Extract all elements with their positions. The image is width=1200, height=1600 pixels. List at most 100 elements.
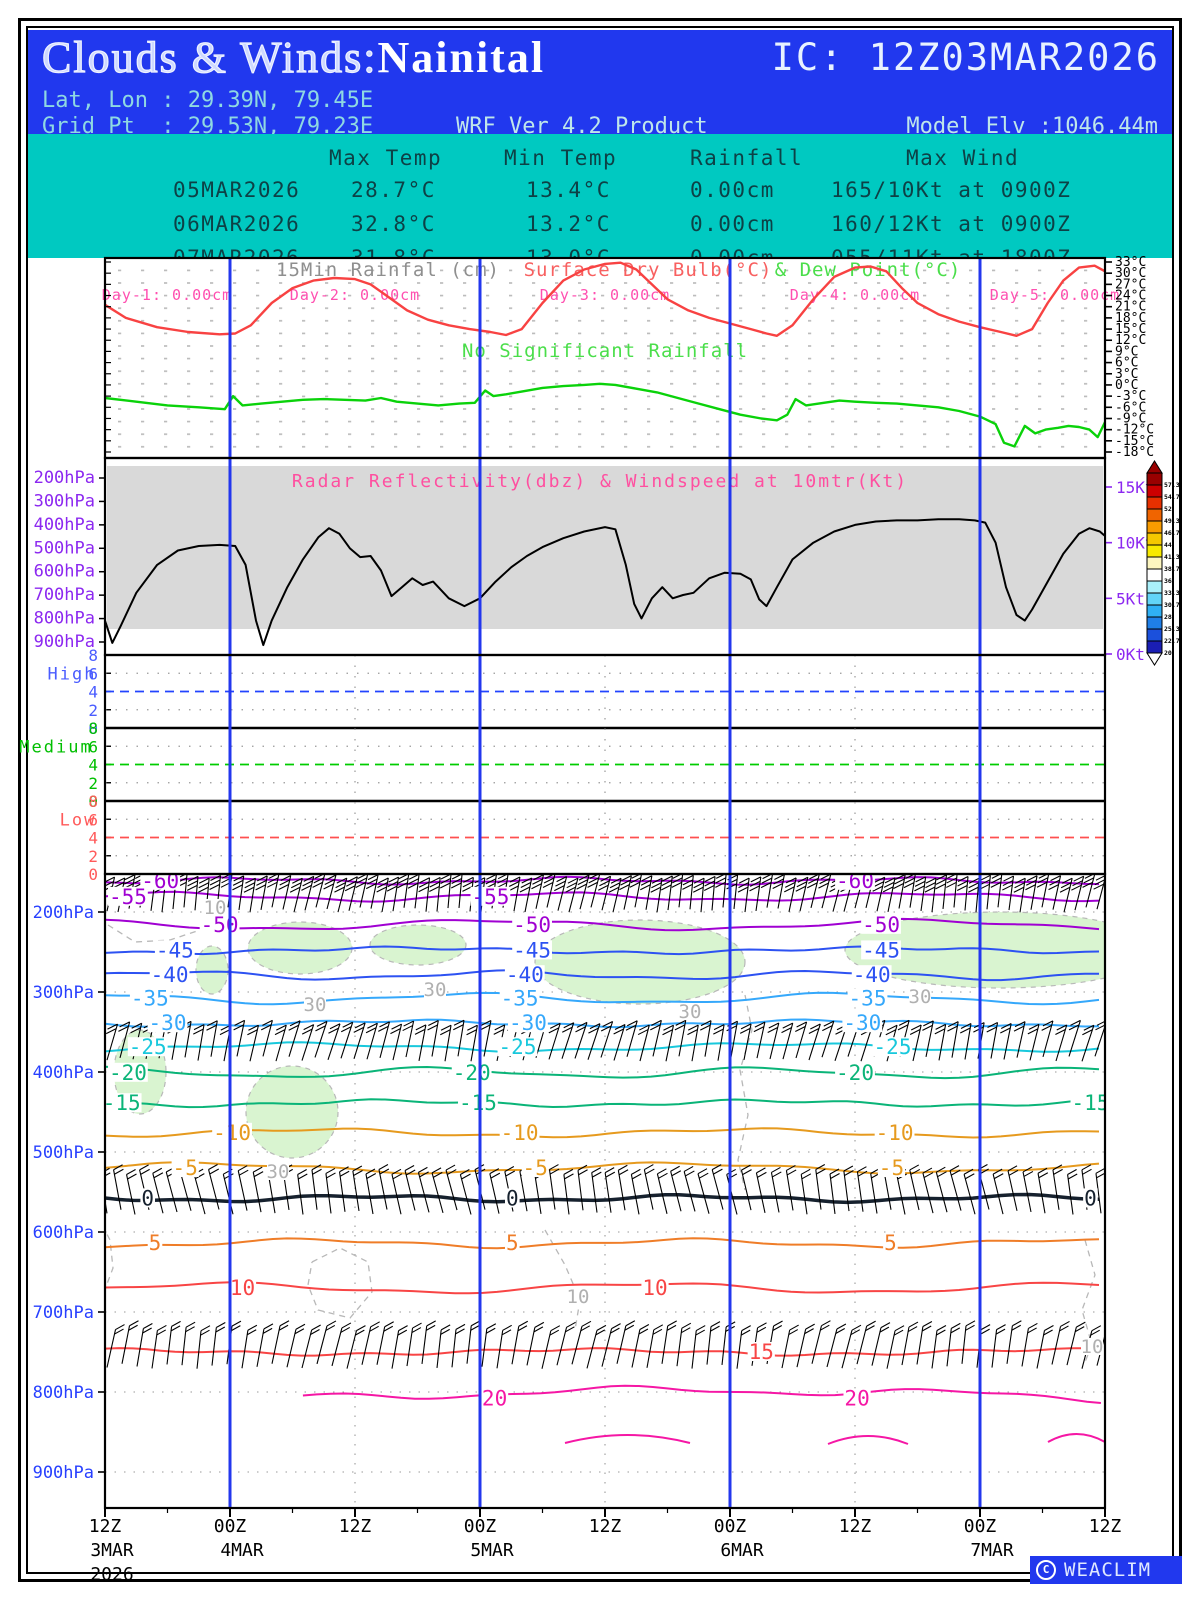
wind-barb [348, 876, 358, 911]
wind-barb-feather [562, 1026, 573, 1033]
wind-barb-feather [704, 875, 716, 882]
colorbar-label: 20 [1164, 649, 1172, 657]
wind-barb-feather [208, 1164, 218, 1170]
wind-barb-feather [578, 874, 590, 881]
cloud-tick-label: 6 [88, 664, 98, 683]
contour-label-bg [480, 1388, 509, 1408]
wind-barb-feather [713, 1028, 724, 1035]
contour-label-bg [140, 1188, 156, 1208]
contour-label: 0 [1084, 1186, 1097, 1210]
wind-barb-feather [555, 880, 566, 887]
wind-barb-feather [418, 886, 429, 893]
wind-barb-feather [490, 1172, 501, 1179]
wind-barb [126, 1174, 136, 1215]
wind-barb [1037, 1173, 1046, 1214]
wind-barb-feather [680, 1327, 691, 1334]
wind-barb-feather [378, 1025, 389, 1032]
wind-barb [691, 1330, 697, 1369]
wind-barb-feather [407, 882, 419, 889]
contour-label-bg [508, 1013, 548, 1033]
pressure-label: 300hPa [33, 983, 94, 1003]
wind-barb [241, 1330, 249, 1369]
wind-barb-feather [820, 1324, 830, 1331]
year-label: 2026 [90, 1564, 133, 1585]
wind-barb-feather [1082, 881, 1093, 888]
wind-barb [1068, 1020, 1081, 1057]
wind-barb-feather [302, 880, 313, 887]
wind-barb-feather [428, 1020, 439, 1027]
wind-barb-feather [935, 1023, 946, 1030]
wind-barb [901, 1326, 910, 1366]
wind-barb-feather [965, 1173, 975, 1180]
wind-barb [431, 1020, 439, 1057]
wind-barb [327, 1023, 341, 1060]
wind-barb [643, 1169, 654, 1210]
contour-label: 20 [482, 1386, 507, 1410]
wind-barb [1006, 1325, 1013, 1364]
wind-barb-feather [354, 1022, 366, 1029]
wind-barb-feather [575, 1026, 586, 1033]
wind-barb [260, 875, 268, 911]
wind-barb [604, 1172, 612, 1213]
temp-axis-label: 12°C [1115, 333, 1146, 348]
wind-barb-feather [280, 874, 291, 881]
wind-barb-feather [131, 1022, 142, 1029]
contour-label: 5 [149, 1231, 162, 1255]
wind-barb-feather [947, 1021, 959, 1028]
wind-barb-feather [326, 1320, 337, 1327]
colorbar-label: 38.7 [1164, 565, 1180, 573]
wind-barb-feather [187, 875, 199, 882]
contour-label-bg [105, 1093, 142, 1113]
wind-barb-feather [639, 1323, 650, 1330]
wind-barb-feather [451, 882, 462, 889]
wind-barb [470, 1025, 478, 1062]
wind-barb-feather [726, 883, 737, 890]
temp-contour [105, 1041, 1100, 1053]
wind-barb-feather [366, 878, 378, 885]
wind-barb-feather [367, 1022, 378, 1029]
wind-barb-feather [533, 1326, 544, 1333]
contour-label-bg [504, 965, 545, 985]
contour-label: 0 [506, 1186, 519, 1210]
wind-barb-feather [629, 881, 641, 888]
wind-barb-feather [376, 886, 387, 893]
wind-barb [405, 1020, 415, 1058]
wind-barb-feather [936, 1166, 946, 1173]
wind-barb [1094, 1024, 1105, 1057]
wind-barb-feather [1027, 1327, 1037, 1334]
contour-label: -20 [453, 1061, 491, 1085]
wind-barb-feather [767, 1026, 778, 1033]
wind-barb-feather [386, 885, 398, 892]
table-cell: 28.7°C [351, 178, 436, 202]
radar-pressure-label: 200hPa [34, 468, 95, 488]
wind-barb-feather [429, 881, 440, 888]
rh-label-bg [1081, 1338, 1103, 1355]
wind-barb-feather [486, 1323, 497, 1330]
wind-barb-feather [823, 1020, 835, 1027]
wind-barb [756, 1022, 766, 1059]
wind-barb-feather [170, 1325, 181, 1332]
radar-pressure-label: 300hPa [34, 491, 95, 511]
wind-barb-feather [463, 876, 474, 883]
wind-barb [282, 875, 292, 910]
wind-barb [184, 1021, 192, 1058]
wind-barb [211, 1327, 217, 1366]
wind-barb-feather [114, 1168, 124, 1175]
wind-barb-feather [650, 886, 661, 893]
contour-label-bg [504, 1188, 520, 1208]
time-tick-label: 12Z [589, 1516, 622, 1537]
wind-barb-feather [821, 1320, 831, 1327]
wind-barb-feather [379, 1168, 390, 1175]
rh-contour [544, 1229, 581, 1331]
time-tick-label: 12Z [89, 1516, 122, 1537]
radar-band [107, 466, 1103, 629]
contour-label-bg [883, 1233, 898, 1253]
contour-label: -60 [836, 869, 874, 893]
title-prefix: Clouds & Winds: [41, 32, 378, 82]
wind-barb [519, 1171, 528, 1212]
wind-barb-feather [675, 1019, 686, 1026]
wind-barb-feather [956, 885, 968, 891]
wind-barb [113, 1169, 122, 1210]
wind-barb-feather [418, 1166, 428, 1173]
